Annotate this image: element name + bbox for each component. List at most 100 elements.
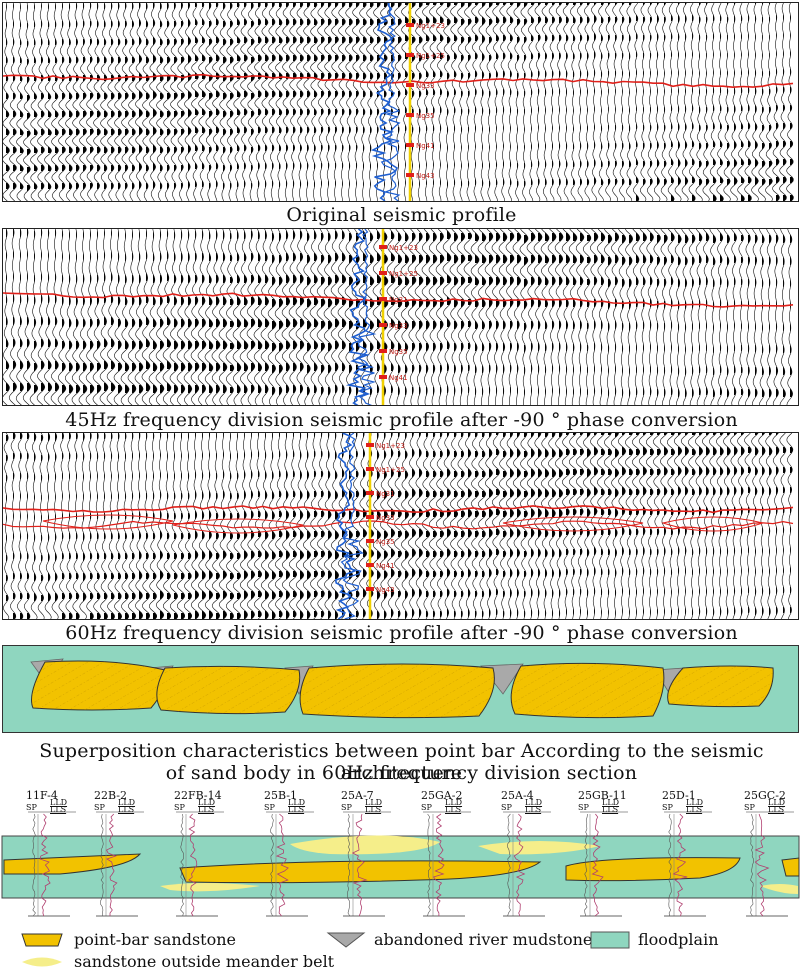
horizon-label: Ng1+23 bbox=[416, 22, 445, 30]
well-name: 25GC-2 bbox=[744, 789, 786, 802]
log-curve-sp bbox=[340, 433, 364, 619]
well-name: 22FB-14 bbox=[174, 789, 222, 802]
well-sp-label: SP bbox=[421, 803, 432, 812]
well-log-curve bbox=[432, 813, 445, 916]
seismic-svg-45hz: Ng1+23 Ng1+25 Ng31 Ng33 Ng35 Ng41 bbox=[3, 229, 794, 405]
well-sp-label: SP bbox=[501, 803, 512, 812]
seismic-panel-60hz: Ng1+23 Ng1+25 Ng31 Ng33 Ng35 Ng41 Ng43 bbox=[2, 432, 799, 620]
horizon-label: Ng1+23 bbox=[376, 442, 405, 450]
well-point-bar-2 bbox=[179, 860, 542, 884]
horizon-marker bbox=[406, 113, 414, 117]
well-point-bar-4 bbox=[781, 857, 800, 877]
horizon-label: Ng33 bbox=[389, 322, 408, 330]
seismic-traces bbox=[3, 3, 794, 201]
log-curve-resistivity bbox=[334, 433, 357, 619]
horizon-marker bbox=[379, 245, 387, 249]
horizon-marker bbox=[406, 53, 414, 57]
horizon-label: Ng41 bbox=[416, 142, 435, 150]
point-bar-1-hatch bbox=[31, 661, 166, 710]
sand-lens-outline bbox=[42, 514, 174, 530]
horizon-marker bbox=[366, 491, 374, 495]
well-lls-label: LLS bbox=[686, 805, 703, 814]
well-sp-label: SP bbox=[662, 803, 673, 812]
seismic-traces bbox=[3, 433, 794, 619]
horizon-label: Ng35 bbox=[376, 538, 395, 546]
legend-outside-swatch bbox=[22, 957, 62, 966]
horizon-marker bbox=[379, 271, 387, 275]
well-name: 25D-1 bbox=[662, 789, 696, 802]
well-name: 11F-4 bbox=[26, 789, 58, 802]
well-lld-label: LLD bbox=[768, 798, 786, 807]
legend-outside: sandstone outside meander belt bbox=[18, 952, 334, 971]
legend-point-bar-label: point-bar sandstone bbox=[74, 930, 236, 949]
outside-sand-2 bbox=[478, 841, 600, 855]
well-sp-curve bbox=[180, 813, 184, 917]
well-correlation-svg bbox=[1, 811, 800, 917]
horizon-label: Ng1+25 bbox=[416, 52, 445, 60]
sand-lens-outline bbox=[661, 516, 765, 532]
horizon-marker bbox=[406, 173, 414, 177]
horizon-lines bbox=[3, 73, 794, 89]
well-sp-curve bbox=[584, 813, 588, 917]
legend-abandoned-label: abandoned river mudstone bbox=[374, 930, 593, 949]
well-name: 25A-7 bbox=[341, 789, 374, 802]
well-sp-curve bbox=[507, 813, 511, 917]
well-sp-label: SP bbox=[94, 803, 105, 812]
caption-60hz: 60Hz frequency division seismic profile … bbox=[65, 622, 738, 644]
well-lld-label: LLD bbox=[198, 798, 216, 807]
horizon-label: Ng43 bbox=[376, 586, 395, 594]
horizon-marker bbox=[366, 563, 374, 567]
legend-point-bar-swatch bbox=[21, 933, 63, 946]
horizon-marker bbox=[366, 515, 374, 519]
horizon-label: Ng41 bbox=[389, 374, 408, 382]
well-name: 25GA-2 bbox=[421, 789, 463, 802]
horizon-label: Ng35 bbox=[389, 348, 408, 356]
well-sp-label: SP bbox=[26, 803, 37, 812]
horizon-label: Ng43 bbox=[416, 172, 435, 180]
horizon-label: Ng1+23 bbox=[389, 244, 418, 252]
well-name: 22B-2 bbox=[94, 789, 127, 802]
legend: point-bar sandstone abandoned river muds… bbox=[0, 926, 803, 976]
horizon-label: Ng41 bbox=[376, 562, 395, 570]
legend-floodplain: floodplain bbox=[590, 930, 719, 949]
seismic-svg-original: Ng1+23 Ng1+25 Ng33 Ng35 Ng41 Ng43 bbox=[3, 3, 794, 201]
horizon-lines bbox=[3, 505, 794, 534]
horizon-marker bbox=[366, 443, 374, 447]
horizon-label: Ng31 bbox=[376, 490, 395, 498]
point-bar-sketch bbox=[2, 645, 799, 733]
point-bar-sketch-svg bbox=[30, 658, 774, 719]
well-lld-label: LLD bbox=[50, 798, 68, 807]
horizon-marker bbox=[366, 587, 374, 591]
well-lls-label: LLS bbox=[118, 805, 135, 814]
outside-sand-4 bbox=[760, 884, 798, 894]
well-sp-label: SP bbox=[264, 803, 275, 812]
seismic-panel-45hz: Ng1+23 Ng1+25 Ng31 Ng33 Ng35 Ng41 bbox=[2, 228, 799, 406]
well-lls-label: LLS bbox=[288, 805, 305, 814]
well-sp-curve bbox=[668, 813, 672, 917]
caption-original: Original seismic profile bbox=[286, 204, 517, 226]
log-curve-sp bbox=[380, 3, 401, 201]
sand-lens-outline bbox=[172, 518, 304, 534]
well-lld-label: LLD bbox=[602, 798, 620, 807]
well-log-curve bbox=[591, 813, 604, 917]
well-log-curve bbox=[754, 813, 770, 917]
outside-sand-3 bbox=[160, 883, 260, 892]
well-sp-label: SP bbox=[578, 803, 589, 812]
horizon-line bbox=[3, 292, 794, 308]
horizon-label: Ng1+25 bbox=[376, 466, 405, 474]
point-bar-4-hatch bbox=[511, 663, 664, 718]
well-lld-label: LLD bbox=[288, 798, 306, 807]
outside-sand-1 bbox=[290, 835, 440, 855]
well-log: Ng1+23 Ng1+25 Ng31 Ng33 Ng35 Ng41 Ng43 bbox=[334, 433, 405, 619]
sketch-caption-line2: of sand body in 60Hz frequency division … bbox=[165, 762, 638, 784]
caption-45hz: 45Hz frequency division seismic profile … bbox=[65, 409, 738, 431]
sketch-caption-line1: Superposition characteristics between po… bbox=[39, 740, 764, 784]
horizon-marker bbox=[366, 467, 374, 471]
legend-floodplain-swatch bbox=[590, 931, 630, 948]
well-sp-curve bbox=[750, 813, 754, 917]
horizon-marker bbox=[406, 23, 414, 27]
legend-abandoned: abandoned river mudstone bbox=[326, 930, 592, 949]
horizon-line bbox=[3, 73, 794, 89]
horizon-marker bbox=[379, 375, 387, 379]
well-lld-label: LLD bbox=[686, 798, 704, 807]
